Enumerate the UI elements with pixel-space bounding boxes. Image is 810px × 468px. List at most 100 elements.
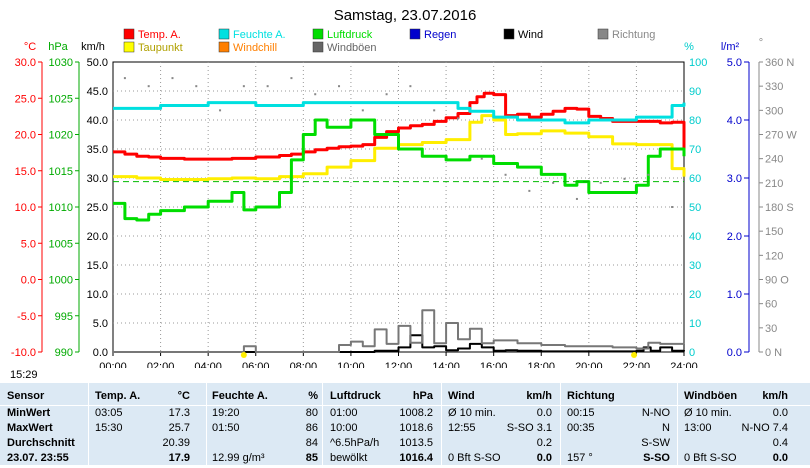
pressure-tick-label: 995: [55, 311, 73, 323]
pressure-tick-label: 1005: [49, 238, 73, 250]
table-cell: 80: [305, 407, 318, 419]
legend-swatch-1: [218, 28, 230, 40]
table-column-separator: [206, 383, 207, 465]
table-cell: 0.2: [536, 437, 552, 449]
pressure-tick-label: 1020: [49, 130, 73, 142]
humidity-tick-label: 20: [689, 289, 701, 301]
table-cell: N-NO: [641, 407, 670, 419]
table-cell: 03:05: [95, 407, 123, 419]
temp-tick-label: 20.0: [15, 130, 36, 142]
legend-swatch-0: [123, 28, 135, 40]
table-cell: 1013.5: [399, 437, 433, 449]
x-tick-label: 14:00: [432, 361, 460, 368]
temp-tick-label: 10.0: [15, 202, 36, 214]
direction-point: [385, 93, 388, 96]
direction-point: [623, 177, 626, 180]
table-cell: 0.0: [536, 407, 552, 419]
humidity-tick-label: 90: [689, 86, 701, 98]
wind-tick-label: 40.0: [87, 115, 108, 127]
wind-tick-label: 5.0: [93, 318, 108, 330]
markers: [240, 352, 638, 358]
pressure-tick-label: 1010: [49, 202, 73, 214]
table-cell: 01:50: [212, 422, 240, 434]
table-cell: Ø 10 min.: [448, 407, 496, 419]
legend: Temp. A. Feuchte A. Luftdruck Regen Wind Rich…: [123, 28, 655, 54]
x-tick-label: 08:00: [290, 361, 318, 368]
table-row-label: Durchschnitt: [7, 437, 75, 449]
humidity-tick-label: 60: [689, 173, 701, 185]
direction-point: [456, 117, 459, 120]
table-header-separator: [0, 405, 810, 406]
direction-point: [575, 197, 578, 200]
wind-tick-label: 50.0: [87, 57, 108, 69]
table-row-label: MaxWert: [7, 422, 53, 434]
rain-tick-label: 5.0: [727, 57, 742, 69]
direction-point: [504, 173, 507, 176]
table-cell: 1018.6: [399, 422, 433, 434]
table-cell: N-NO 7.4: [741, 422, 788, 434]
table-header-cell: °C: [177, 390, 190, 402]
table-header-cell: hPa: [412, 390, 433, 402]
legend-label-6: Taupunkt: [138, 42, 183, 54]
direction-point: [552, 181, 555, 184]
direction-point: [338, 85, 341, 88]
temp-tick-label: 25.0: [15, 93, 36, 105]
direction-point: [195, 85, 198, 88]
direction-tick-label: 270 W: [765, 130, 797, 142]
table-cell: 12.99 g/m³: [212, 452, 265, 464]
unit-humidity: %: [684, 41, 694, 53]
wind-tick-label: 30.0: [87, 173, 108, 185]
temp-tick-label: -5.0: [17, 311, 36, 323]
table-header-cell: Richtung: [567, 390, 615, 402]
unit-direction: °: [759, 37, 763, 49]
temp-tick-label: 0.0: [21, 275, 36, 287]
direction-point: [219, 109, 222, 112]
humidity-tick-label: 10: [689, 318, 701, 330]
x-tick-label: 10:00: [337, 361, 365, 368]
legend-label-0: Temp. A.: [138, 29, 181, 41]
table-cell: 17.3: [168, 407, 190, 419]
legend-swatch-7: [218, 41, 230, 53]
table-cell: S-SW: [641, 437, 670, 449]
humidity-tick-label: 30: [689, 260, 701, 272]
table-cell: ^6.5hPa/h: [330, 437, 380, 449]
table-cell: 84: [305, 437, 318, 449]
direction-tick-label: 150: [765, 226, 783, 238]
wind-tick-label: 45.0: [87, 86, 108, 98]
table-cell: bewölkt: [330, 452, 368, 464]
table-cell: 25.7: [168, 422, 190, 434]
direction-point: [480, 157, 483, 160]
legend-swatch-5: [597, 28, 609, 40]
pressure-tick-label: 1025: [49, 93, 73, 105]
temp-tick-label: 5.0: [21, 238, 36, 250]
legend-label-3: Regen: [424, 29, 456, 41]
table-column-separator: [322, 383, 323, 465]
status-bar: 15:29: [0, 368, 810, 382]
table-cell: 13:00: [684, 422, 712, 434]
pressure-tick-label: 1015: [49, 166, 73, 178]
direction-tick-label: 30: [765, 323, 777, 335]
direction-tick-label: 330: [765, 81, 783, 93]
table-header-cell: Feuchte A.: [212, 390, 268, 402]
direction-point: [361, 109, 364, 112]
direction-tick-label: 120: [765, 250, 783, 262]
legend-label-1: Feuchte A.: [233, 29, 286, 41]
temp-tick-label: -10.0: [11, 347, 36, 359]
rain-tick-label: 0.0: [727, 347, 742, 359]
direction-point: [671, 206, 674, 208]
table-header-cell: Luftdruck: [330, 390, 381, 402]
sunset-marker: [631, 352, 638, 358]
direction-point: [290, 77, 293, 80]
table-column-separator: [441, 383, 442, 465]
table-cell: 1016.4: [399, 452, 433, 464]
table-cell: N: [662, 422, 670, 434]
table-cell: 0 Bft S-SO: [684, 452, 737, 464]
direction-tick-label: 240: [765, 154, 783, 166]
table-cell: 0.0: [536, 452, 552, 464]
humidity-tick-label: 100: [689, 57, 707, 69]
direction-point: [409, 85, 412, 88]
x-tick-label: 16:00: [480, 361, 508, 368]
status-time: 15:29: [10, 369, 38, 381]
x-tick-label: 22:00: [623, 361, 651, 368]
table-row: Durchschnitt 20.39 84 ^6.5hPa/h 1013.5 0.2 S-S…: [0, 437, 810, 453]
